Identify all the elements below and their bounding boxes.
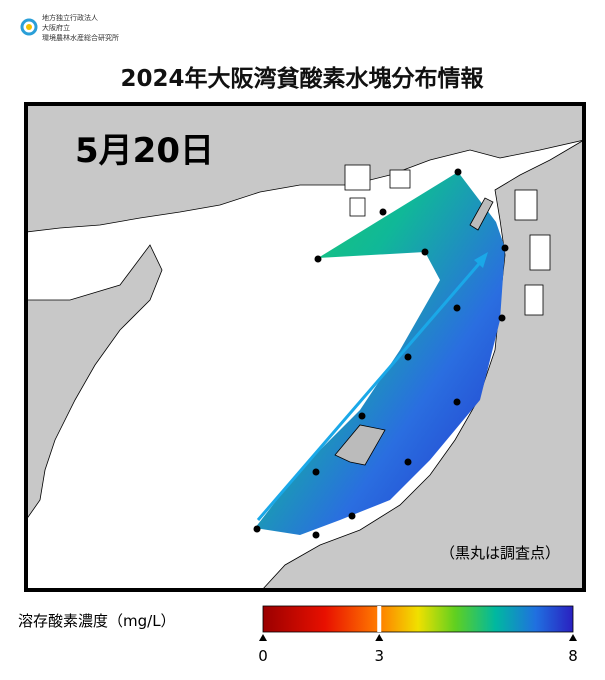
landfill-islands — [344, 164, 551, 316]
current-arrow — [256, 257, 486, 521]
arrow-head — [474, 252, 488, 268]
map — [24, 102, 586, 592]
island — [334, 197, 494, 466]
colorbar-gap — [377, 606, 382, 632]
colorbar-label: 溶存酸素濃度（mg/L） — [18, 612, 176, 630]
logo — [20, 18, 38, 36]
org-line: 地方独立行政法人 — [42, 13, 98, 22]
map-frame — [24, 102, 586, 592]
tick-label: 8 — [568, 647, 578, 665]
tick-marker — [569, 634, 577, 641]
date: 5月20日 — [75, 131, 214, 171]
org-line: 大阪府立 — [42, 23, 70, 32]
tick-marker — [259, 634, 267, 641]
title: 2024年大阪湾貧酸素水塊分布情報 — [120, 65, 484, 92]
land-north — [25, 103, 585, 233]
tick-label: 0 — [258, 647, 268, 665]
tick-label: 3 — [374, 647, 384, 665]
land-west — [25, 244, 163, 522]
colorbar — [262, 605, 574, 633]
colorbar-ticks: 0 3 8 — [258, 606, 578, 665]
survey-points — [253, 168, 509, 539]
hypoxic-area — [255, 172, 505, 535]
org-line: 環境農林水産総合研究所 — [42, 33, 119, 42]
note: （黒丸は調査点） — [440, 544, 560, 562]
land-east — [261, 139, 585, 591]
tick-marker — [375, 634, 384, 641]
